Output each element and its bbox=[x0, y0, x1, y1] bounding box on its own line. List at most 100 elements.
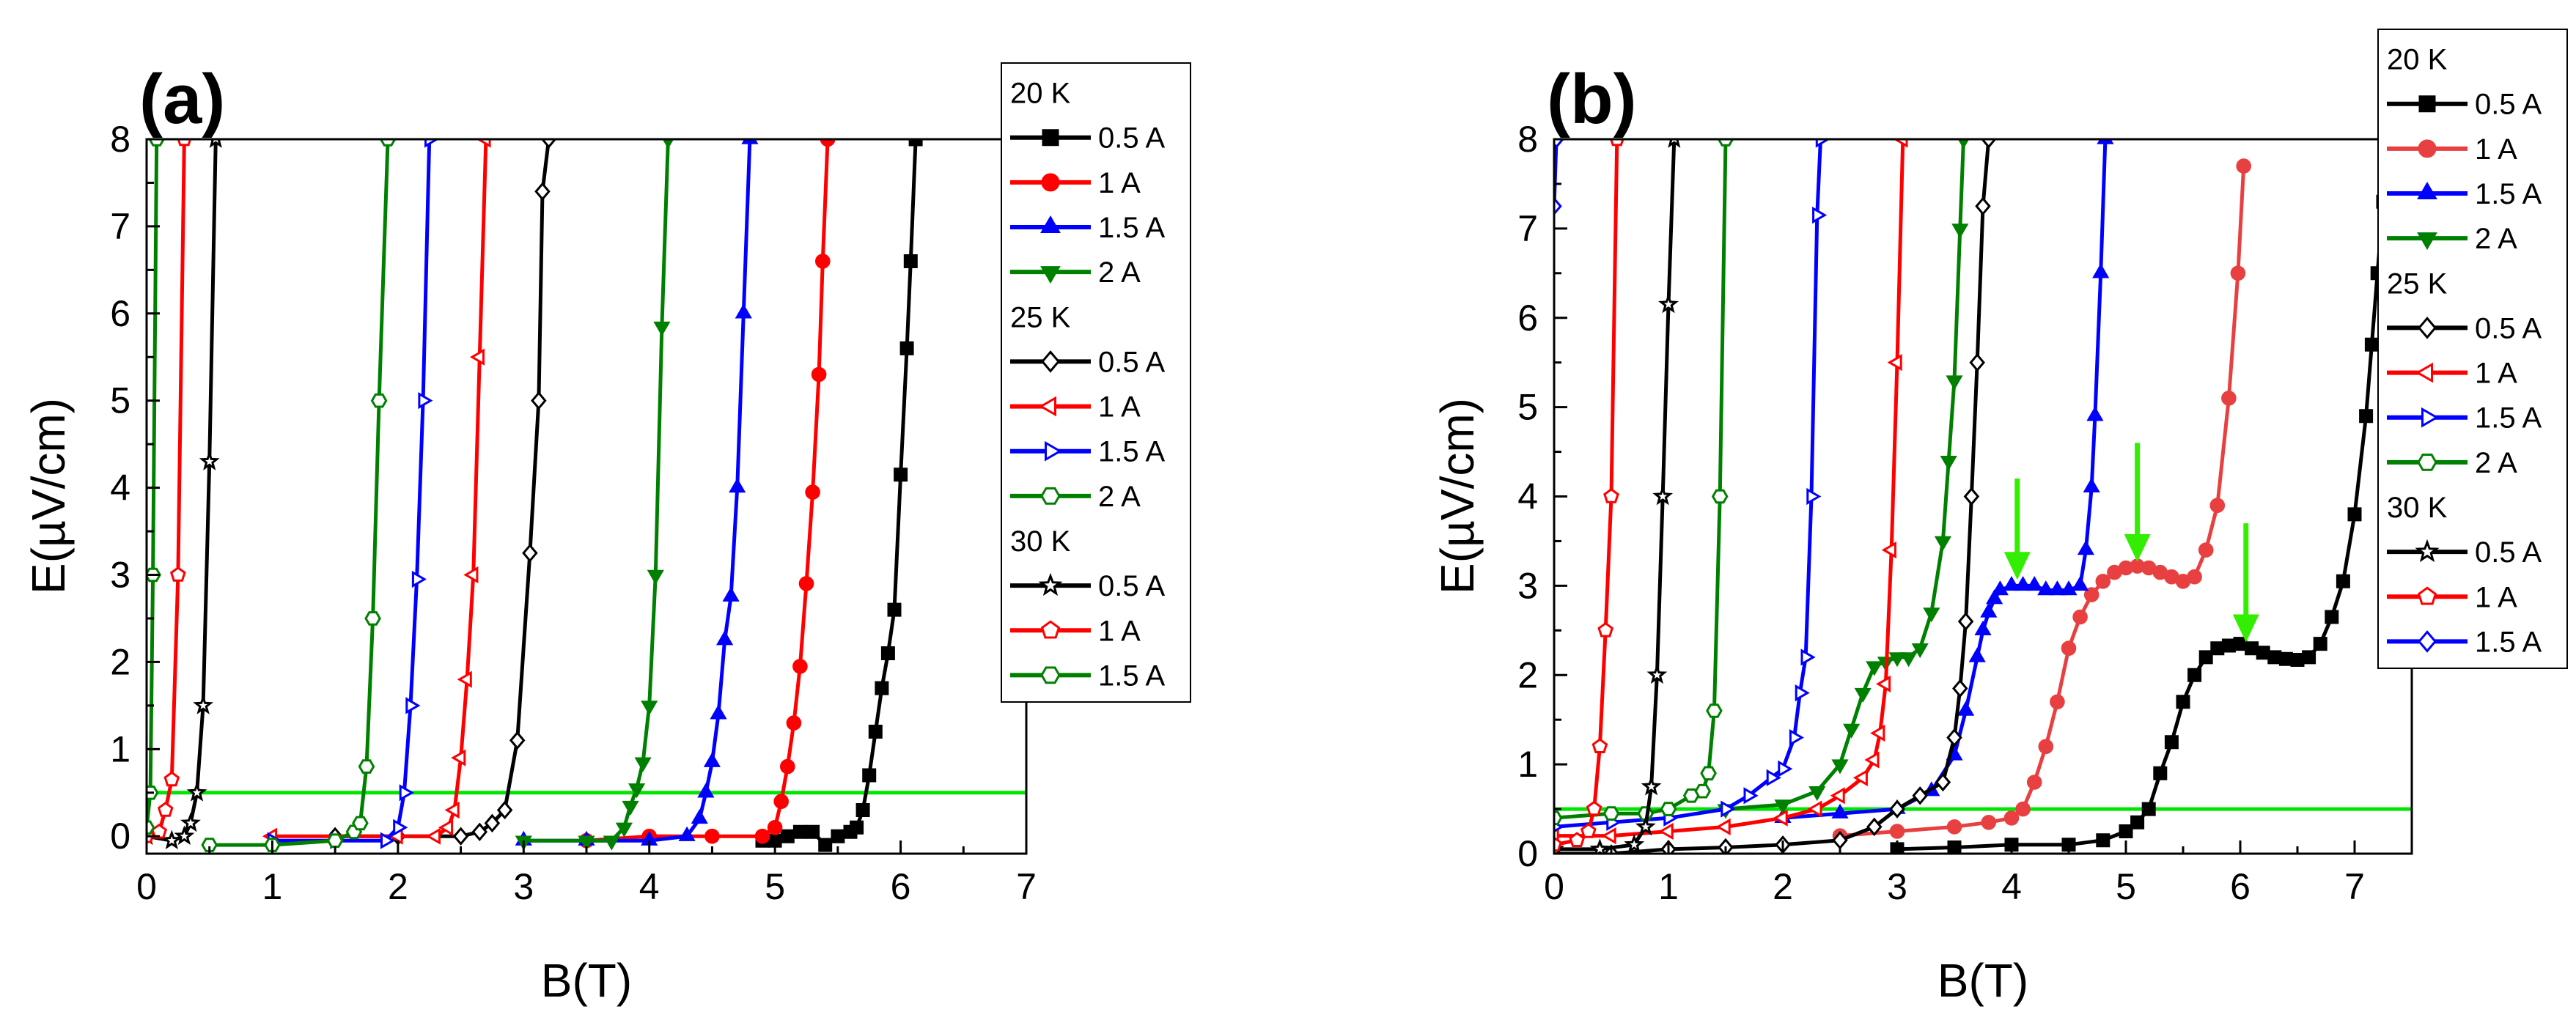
data-point-20-k-1-5-a bbox=[2083, 477, 2100, 492]
legend-label: 0.5 A bbox=[1098, 122, 1166, 155]
data-point-20-k-2-a bbox=[622, 800, 639, 816]
data-point-20-k-0-5-a bbox=[2130, 815, 2145, 829]
series-30-k-1-5-a bbox=[1554, 139, 1564, 216]
legend-entry: 1 A bbox=[2387, 358, 2517, 390]
data-point-20-k-1-5-a bbox=[1957, 701, 1975, 716]
series-line-25-k-1-5-a bbox=[1554, 139, 1822, 829]
series-line-20-k-2-a bbox=[1725, 139, 1965, 811]
data-point-30-k-0-5-a bbox=[193, 695, 214, 714]
data-point-20-k-0-5-a bbox=[2313, 637, 2327, 651]
data-point-20-k-1-a bbox=[2072, 609, 2088, 625]
data-point-25-k-2-a bbox=[1711, 489, 1729, 504]
data-point-20-k-0-5-a bbox=[2359, 409, 2374, 424]
panel-a-axes: 0 1 2 3 4 5 6 7 0 1 2 3 4 5 6 7 8 bbox=[110, 119, 1037, 907]
data-point-20-k-2-a bbox=[1774, 799, 1792, 815]
data-point-25-k-2-a bbox=[1700, 766, 1717, 781]
legend-marker bbox=[1041, 173, 1060, 192]
panel-b-y-axis-title: E(µV/cm) bbox=[1431, 398, 1484, 594]
data-point-30-k-0-5-a bbox=[1668, 139, 1681, 148]
data-point-25-k-0-5-a bbox=[522, 544, 538, 563]
data-point-20-k-2-a bbox=[653, 321, 671, 337]
legend-entry: 1 A bbox=[1010, 167, 1141, 199]
data-point-25-k-1-a bbox=[1881, 542, 1896, 559]
x-tick-label: 2 bbox=[388, 866, 408, 907]
legend-label: 0.5 A bbox=[2475, 536, 2542, 569]
data-point-25-k-1-a bbox=[1852, 769, 1868, 786]
data-point-20-k-0-5-a bbox=[818, 838, 833, 852]
data-point-20-k-0-5-a bbox=[2198, 650, 2213, 665]
data-point-20-k-1-5-a bbox=[710, 704, 727, 720]
legend-group-label: 30 K bbox=[2387, 492, 2448, 524]
data-point-20-k-0-5-a bbox=[903, 254, 918, 268]
legend-frame bbox=[1001, 62, 1191, 703]
legend-marker bbox=[2418, 317, 2437, 339]
x-tick-label: 5 bbox=[765, 866, 785, 907]
data-point-25-k-0-5-a bbox=[1946, 728, 1962, 747]
panel-b-x-axis-title: B(T) bbox=[1937, 954, 2028, 1007]
data-point-25-k-1-5-a bbox=[411, 570, 427, 588]
legend-entry: 1.5 A bbox=[2387, 178, 2542, 210]
data-point-20-k-1-a bbox=[820, 139, 836, 147]
series-line-20-k-0-5-a bbox=[762, 139, 918, 847]
data-point-20-k-0-5-a bbox=[2119, 824, 2133, 838]
series-25-k-2-a bbox=[1554, 139, 1734, 826]
y-tick-label: 6 bbox=[1517, 298, 1538, 339]
x-tick-label: 7 bbox=[2344, 866, 2365, 907]
series-20-k-2-a bbox=[515, 139, 674, 851]
x-tick-label: 2 bbox=[1773, 866, 1793, 907]
data-point-20-k-1-5-a bbox=[2037, 580, 2055, 596]
data-point-20-k-2-a bbox=[1951, 223, 1969, 239]
legend-marker bbox=[2417, 586, 2437, 605]
legend-group-label: 30 K bbox=[1010, 525, 1071, 558]
data-point-20-k-1-5-a bbox=[2048, 580, 2066, 596]
data-point-25-k-1-a bbox=[1864, 751, 1880, 769]
legend-label: 1.5 A bbox=[1098, 659, 1166, 692]
data-point-30-k-0-5-a bbox=[180, 812, 201, 832]
data-point-30-k-0-5-a bbox=[174, 825, 195, 846]
data-point-30-k-1-5-a bbox=[147, 820, 155, 835]
data-point-20-k-1-a bbox=[2038, 739, 2054, 755]
data-point-20-k-1-a bbox=[2015, 801, 2031, 817]
series-25-k-1-a bbox=[1554, 139, 1908, 845]
series-25-k-0-5-a bbox=[327, 139, 557, 846]
data-point-25-k-2-a bbox=[1602, 806, 1620, 821]
data-point-20-k-1-5-a bbox=[1986, 589, 2003, 605]
data-point-20-k-1-a bbox=[1981, 815, 1997, 830]
data-point-20-k-1-a bbox=[811, 366, 827, 383]
data-point-20-k-1-5-a bbox=[1831, 803, 1849, 818]
data-point-20-k-2-a bbox=[1957, 139, 1970, 149]
x-tick-label: 7 bbox=[1016, 866, 1037, 907]
legend-entry: 2 A bbox=[2387, 447, 2517, 479]
panel-b-arrows bbox=[2003, 443, 2259, 643]
series-25-k-1-5-a bbox=[1554, 139, 1830, 833]
data-point-20-k-2-a bbox=[1934, 536, 1951, 551]
data-point-20-k-0-5-a bbox=[908, 139, 923, 147]
legend-label: 0.5 A bbox=[1098, 570, 1166, 602]
x-tick-label: 6 bbox=[891, 866, 911, 907]
x-tick-label: 3 bbox=[1887, 866, 1907, 907]
data-point-20-k-1-5-a bbox=[741, 139, 759, 144]
data-point-20-k-2-a bbox=[647, 569, 664, 585]
series-line-20-k-1-a bbox=[586, 139, 830, 843]
y-tick-label: 0 bbox=[110, 816, 130, 857]
legend-entry: 0.5 A bbox=[1010, 570, 1166, 602]
legend-entry: 2 A bbox=[1010, 256, 1141, 289]
data-point-20-k-0-5-a bbox=[2096, 833, 2111, 848]
series-line-25-k-0-5-a bbox=[1554, 139, 1991, 854]
legend-marker bbox=[2421, 407, 2440, 428]
legend-marker bbox=[1042, 129, 1059, 147]
data-point-25-k-0-5-a bbox=[531, 391, 547, 410]
data-point-25-k-1-5-a bbox=[1800, 648, 1816, 666]
y-tick-label: 1 bbox=[1517, 744, 1538, 785]
data-point-20-k-0-5-a bbox=[2187, 668, 2202, 682]
x-tick-label: 4 bbox=[639, 866, 660, 907]
panel-a-y-axis-title: E(µV/cm) bbox=[22, 398, 75, 594]
data-point-20-k-2-a bbox=[1808, 786, 1826, 802]
legend-marker bbox=[1038, 572, 1063, 596]
data-point-30-k-0-5-a bbox=[1658, 293, 1679, 314]
legend-marker bbox=[1040, 620, 1061, 639]
panel-b-axes: 0 1 2 3 4 5 6 7 0 1 2 3 4 5 6 7 8 bbox=[1517, 119, 2365, 907]
data-point-20-k-1-a bbox=[2026, 775, 2042, 790]
data-point-20-k-0-5-a bbox=[875, 681, 889, 695]
legend-marker bbox=[2418, 95, 2436, 113]
